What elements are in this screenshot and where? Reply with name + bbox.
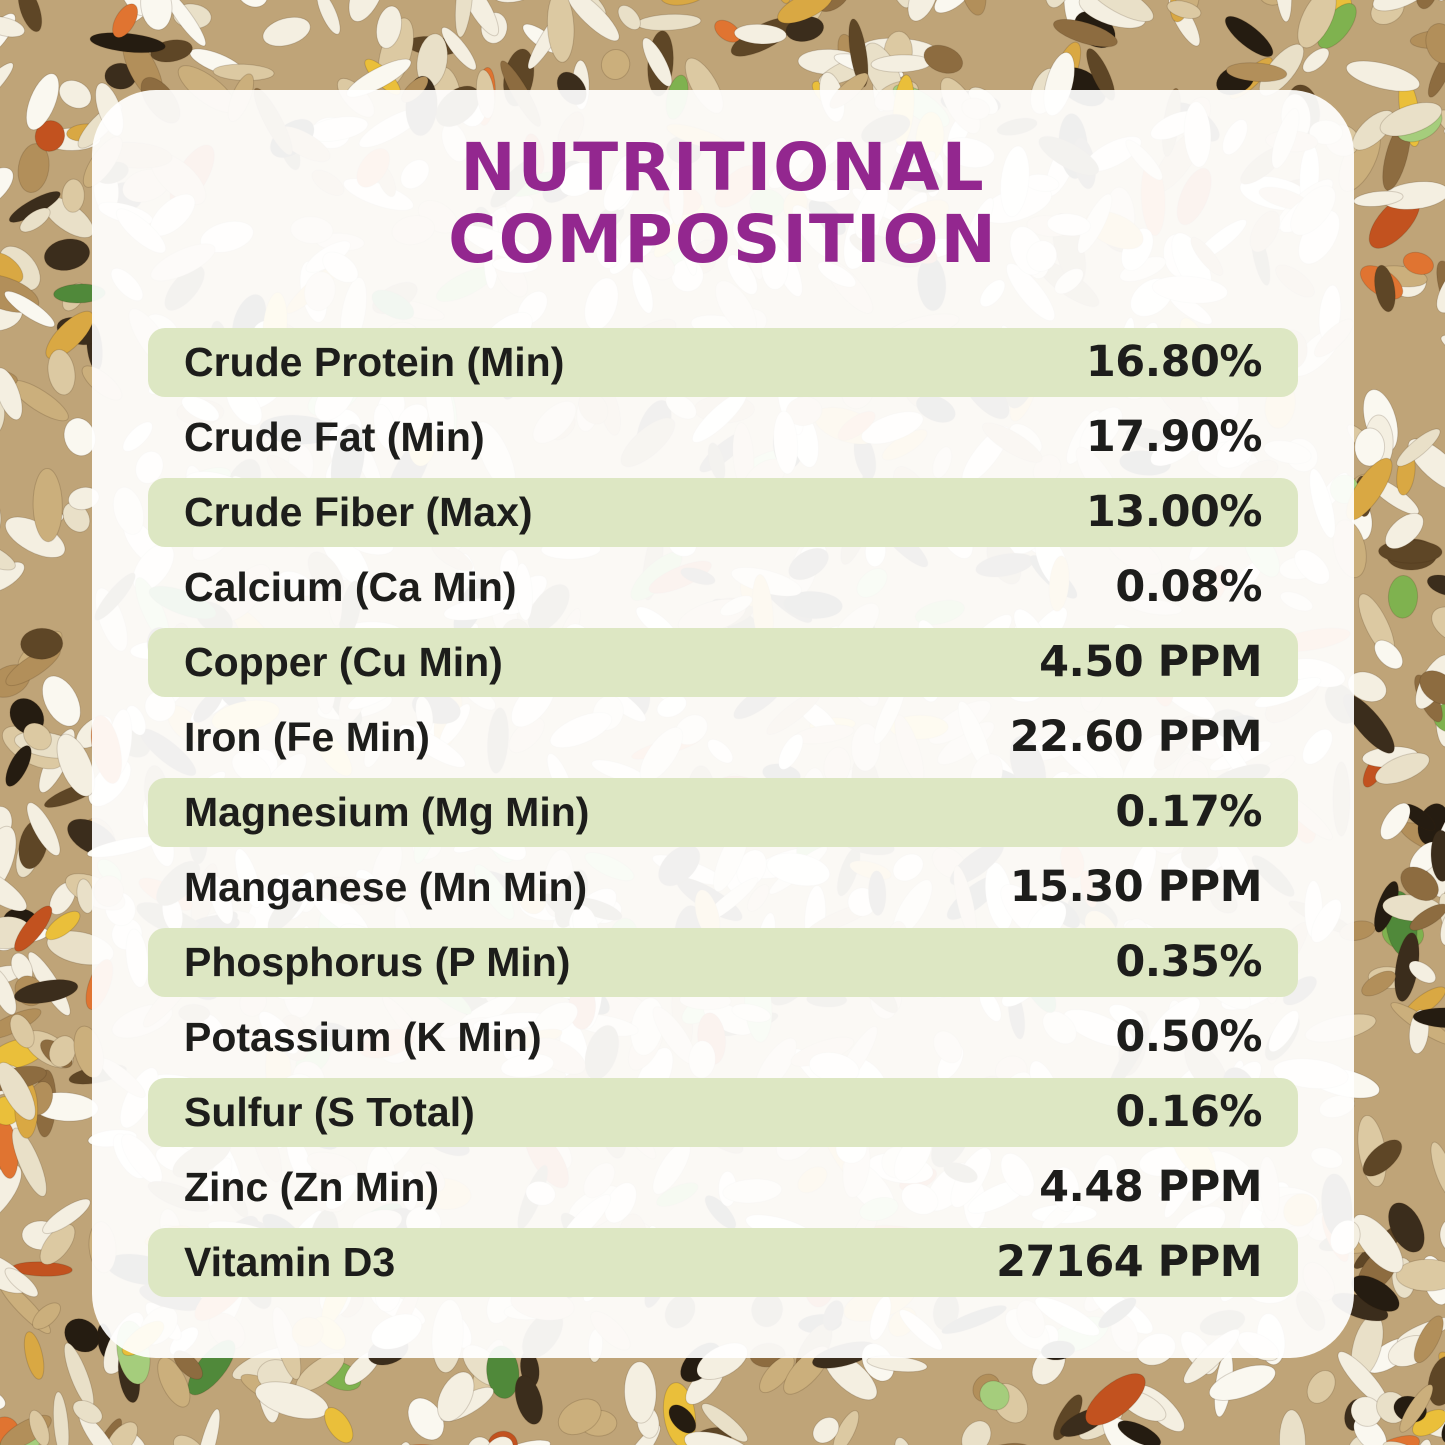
table-row: Magnesium (Mg Min) 0.17% — [148, 777, 1298, 847]
table-row: Copper (Cu Min) 4.50 PPM — [148, 627, 1298, 697]
table-row: Calcium (Ca Min) 0.08% — [148, 553, 1298, 622]
nutrient-label: Magnesium (Mg Min) — [184, 788, 590, 835]
nutrient-value: 0.08% — [1115, 562, 1262, 613]
nutrient-label: Copper (Cu Min) — [184, 638, 503, 685]
title-line-2: COMPOSITION — [448, 200, 998, 278]
nutrient-value: 4.48 PPM — [1039, 1162, 1262, 1213]
nutrient-value: 0.35% — [1115, 937, 1262, 988]
table-row: Phosphorus (P Min) 0.35% — [148, 927, 1298, 997]
table-row: Manganese (Mn Min) 15.30 PPM — [148, 853, 1298, 922]
nutrient-label: Crude Protein (Min) — [184, 338, 565, 385]
table-row: Crude Fiber (Max) 13.00% — [148, 477, 1298, 547]
page-title: NUTRITIONAL COMPOSITION — [148, 132, 1298, 276]
nutrient-label: Crude Fat (Min) — [184, 413, 485, 460]
nutrient-value: 4.50 PPM — [1039, 637, 1262, 688]
nutrient-value: 16.80% — [1085, 337, 1263, 388]
title-line-1: NUTRITIONAL — [460, 129, 986, 206]
table-row: Vitamin D3 27164 PPM — [148, 1227, 1298, 1297]
table-row: Potassium (K Min) 0.50% — [148, 1003, 1298, 1072]
nutrient-value: 22.60 PPM — [1009, 712, 1263, 763]
nutrition-table: Crude Protein (Min) 16.80% Crude Fat (Mi… — [148, 327, 1298, 1297]
nutrient-label: Potassium (K Min) — [184, 1013, 542, 1060]
nutrient-value: 0.16% — [1115, 1087, 1262, 1138]
nutrient-label: Vitamin D3 — [184, 1238, 396, 1285]
table-row: Iron (Fe Min) 22.60 PPM — [148, 703, 1298, 772]
table-row: Crude Protein (Min) 16.80% — [148, 327, 1298, 397]
nutrient-label: Sulfur (S Total) — [184, 1088, 475, 1135]
nutrient-label: Phosphorus (P Min) — [184, 938, 571, 985]
nutrient-label: Crude Fiber (Max) — [184, 488, 533, 535]
nutrient-value: 17.90% — [1085, 412, 1263, 463]
nutrient-value: 13.00% — [1085, 487, 1263, 538]
nutrient-value: 15.30 PPM — [1009, 862, 1263, 913]
table-row: Zinc (Zn Min) 4.48 PPM — [148, 1153, 1298, 1222]
nutrition-card: NUTRITIONAL COMPOSITION Crude Protein (M… — [92, 90, 1354, 1358]
nutrient-label: Manganese (Mn Min) — [184, 863, 588, 910]
nutrient-label: Zinc (Zn Min) — [184, 1163, 440, 1210]
nutrient-value: 0.50% — [1115, 1012, 1262, 1063]
table-row: Sulfur (S Total) 0.16% — [148, 1077, 1298, 1147]
nutrient-value: 27164 PPM — [996, 1237, 1262, 1288]
nutrient-value: 0.17% — [1115, 787, 1262, 838]
nutrient-label: Iron (Fe Min) — [184, 713, 430, 760]
nutrient-label: Calcium (Ca Min) — [184, 563, 517, 610]
table-row: Crude Fat (Min) 17.90% — [148, 403, 1298, 472]
